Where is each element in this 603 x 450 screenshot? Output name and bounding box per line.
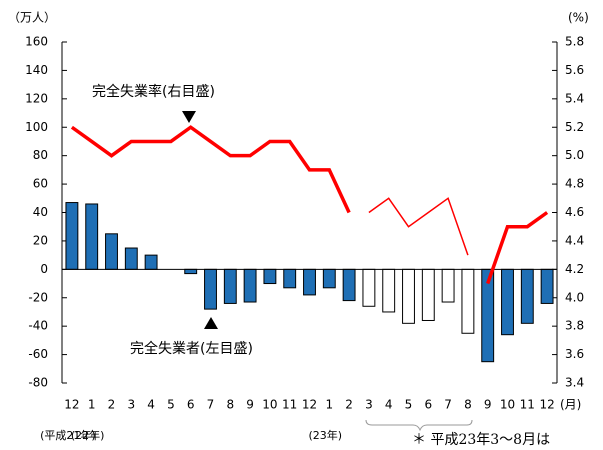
bar	[263, 268, 277, 285]
x-tick-label: 7	[444, 398, 452, 412]
bracket	[365, 419, 473, 432]
y2-tick-label: 3.4	[565, 376, 584, 390]
bar	[501, 268, 514, 336]
x-tick-label: 1	[88, 398, 96, 412]
bar	[441, 268, 455, 303]
arrow	[204, 317, 218, 329]
x-tick-label: 9	[246, 398, 254, 412]
y2-tick-label: 5.4	[565, 91, 584, 105]
x-unit-label: (月)	[560, 398, 581, 412]
annotation: 完全失業者(左目盛)	[130, 340, 253, 357]
x-tick-label: 6	[424, 398, 432, 412]
bar	[283, 268, 297, 289]
bar	[520, 268, 534, 324]
y2-tick-label: 4.4	[565, 233, 584, 247]
bar	[303, 268, 316, 296]
y2-tick-label: 4.0	[565, 290, 584, 304]
x-tick-label: 6	[187, 398, 195, 412]
x-tick-label: 7	[207, 398, 215, 412]
bar	[402, 268, 415, 324]
x-tick-label: 4	[147, 398, 155, 412]
year-label: (23年)	[309, 428, 343, 442]
bar	[65, 202, 79, 270]
y2-tick-label: 4.8	[565, 177, 584, 191]
x-tick-label: 10	[500, 398, 515, 412]
x-tick-label: 2	[345, 398, 353, 412]
y2-tick-label: 5.8	[565, 35, 584, 49]
bar	[144, 254, 158, 270]
x-tick-label: 5	[167, 398, 175, 412]
y-tick-label: -20	[28, 290, 48, 304]
line	[368, 197, 469, 256]
x-tick-label: 1	[325, 398, 333, 412]
x-tick-label: 8	[226, 398, 234, 412]
bar	[461, 268, 475, 334]
bar	[342, 268, 356, 302]
x-tick-label: 5	[405, 398, 413, 412]
line	[70, 125, 549, 285]
y-tick-label: 0	[40, 262, 48, 276]
x-tick-label: 10	[262, 398, 277, 412]
bar	[124, 247, 138, 270]
y-tick-label: 160	[25, 35, 48, 49]
x-tick-label: 3	[365, 398, 373, 412]
bar	[105, 233, 118, 270]
y-tick-label: -40	[28, 319, 48, 333]
arrow	[182, 111, 196, 123]
year-label: (平成21年)	[40, 428, 96, 442]
y-tick-label: 40	[33, 205, 48, 219]
x-tick-label: 12	[64, 398, 79, 412]
y2-tick-label: 5.2	[565, 120, 584, 134]
y-axis-label: （万人）	[8, 11, 56, 25]
y2-tick-label: 5.0	[565, 148, 584, 162]
annotation: 完全失業率(右目盛)	[92, 83, 215, 100]
y2-tick-label: 3.8	[565, 319, 584, 333]
bar	[204, 268, 217, 310]
bar	[362, 268, 376, 307]
y2-tick-label: 4.6	[565, 205, 584, 219]
y-tick-label: 80	[33, 148, 48, 162]
x-tick-label: 12	[539, 398, 554, 412]
x-tick-label: 2	[108, 398, 116, 412]
bar	[322, 268, 336, 289]
bar	[540, 268, 554, 304]
bar	[421, 268, 435, 321]
y2-tick-label: 4.2	[565, 262, 584, 276]
y-tick-label: -60	[28, 347, 48, 361]
y-tick-label: -80	[28, 376, 48, 390]
bar	[85, 203, 99, 270]
y-tick-label: 20	[33, 233, 48, 247]
bar	[223, 268, 237, 304]
y2-tick-label: 5.6	[565, 63, 584, 77]
y-tick-label: 100	[25, 120, 48, 134]
bar	[184, 268, 198, 275]
bar	[243, 268, 257, 303]
x-tick-label: 4	[385, 398, 393, 412]
x-tick-label: 3	[127, 398, 135, 412]
y-tick-label: 140	[25, 63, 48, 77]
x-tick-label: 12	[302, 398, 317, 412]
y2-axis-label: (%)	[568, 11, 589, 25]
footnote: ＊ 平成23年3～8月は	[412, 432, 550, 448]
y-tick-label: 120	[25, 91, 48, 105]
x-tick-label: 11	[520, 398, 535, 412]
y2-tick-label: 3.6	[565, 347, 584, 361]
bar	[382, 268, 396, 313]
x-tick-label: 8	[464, 398, 472, 412]
y-tick-label: 60	[33, 177, 48, 191]
x-tick-label: 9	[484, 398, 492, 412]
x-tick-label: 11	[282, 398, 297, 412]
year-label: (22年)	[71, 428, 105, 442]
